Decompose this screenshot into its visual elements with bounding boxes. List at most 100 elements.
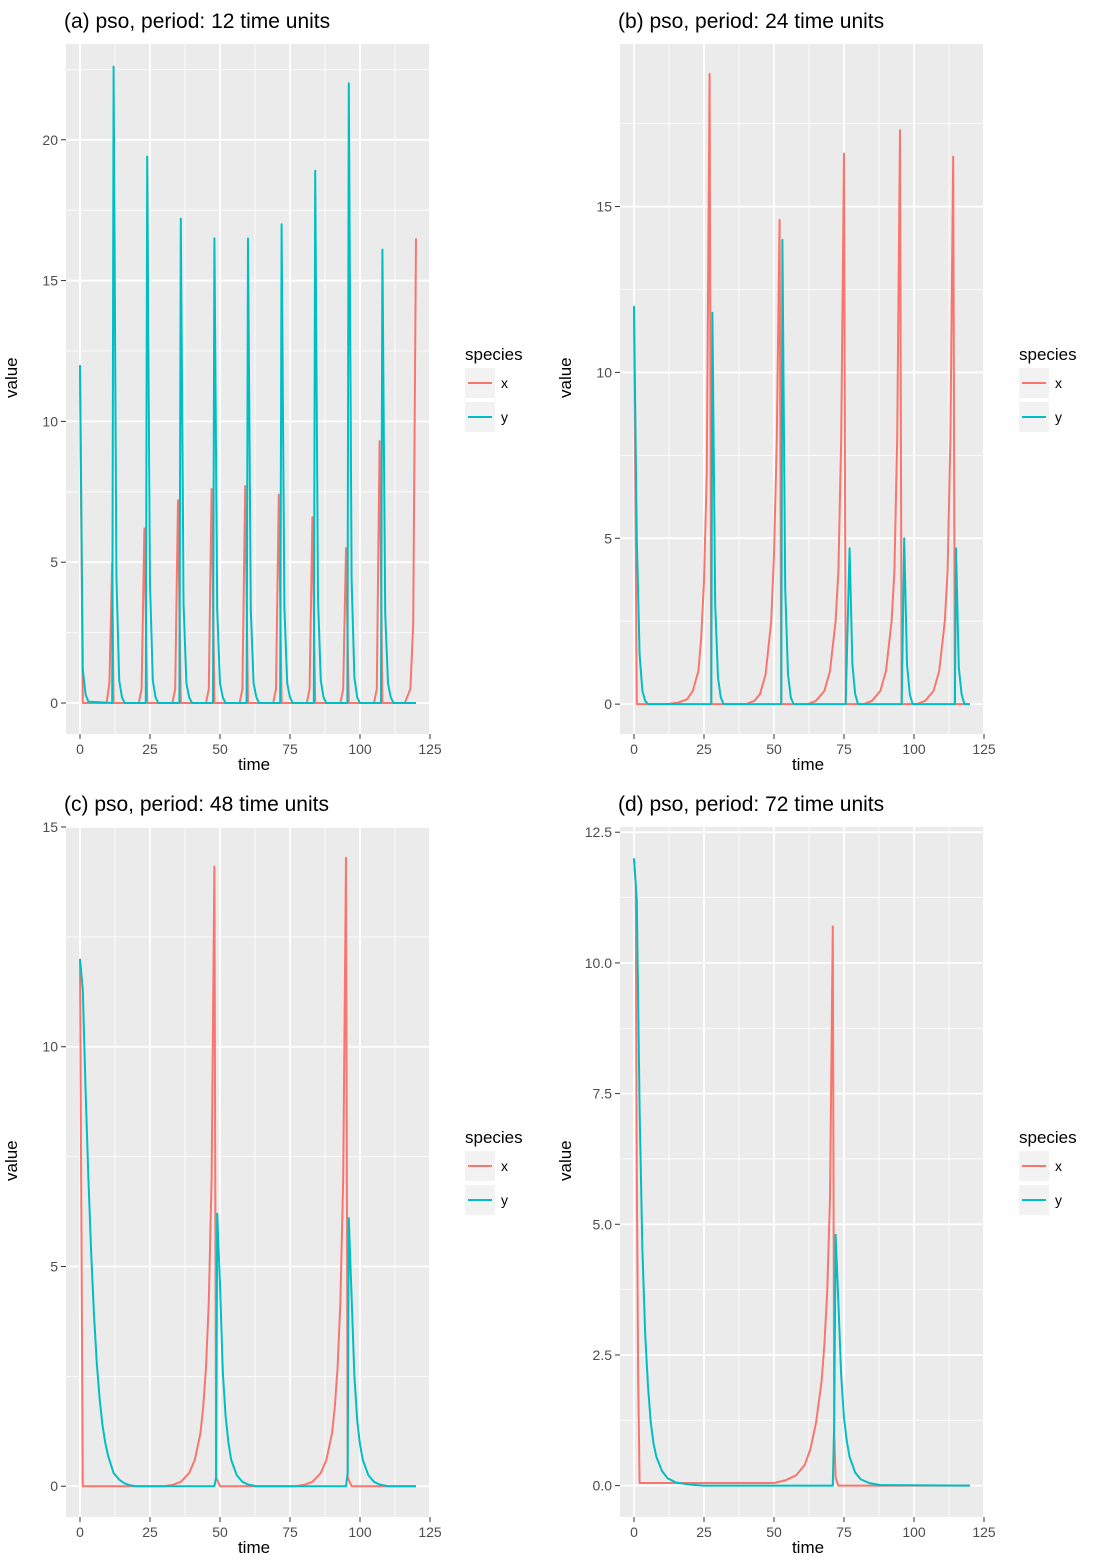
legend-label: y xyxy=(501,409,508,425)
y-tick-label: 5 xyxy=(50,1258,58,1274)
legend-title: species xyxy=(1019,345,1077,364)
plot-background xyxy=(620,827,984,1517)
y-tick-label: 5.0 xyxy=(593,1216,613,1232)
x-axis-label-text: time xyxy=(237,755,271,774)
y-tick-label: 15 xyxy=(42,819,58,835)
legend-line-swatch xyxy=(468,382,492,384)
x-tick-label: 50 xyxy=(212,1524,228,1540)
chart-plot: 0 25 50 75 100 125 0 5 10 15 xyxy=(42,819,442,1540)
legend-title: species xyxy=(465,1128,523,1147)
chart-title: (b) pso, period: 24 time units xyxy=(618,10,885,33)
y-tick-label: 0 xyxy=(50,695,58,711)
y-axis-label: value xyxy=(2,357,21,398)
legend-label: y xyxy=(501,1192,508,1208)
series-line-y xyxy=(633,238,970,706)
legend-label: y xyxy=(1055,409,1062,425)
legend-item-x: x xyxy=(1019,1151,1096,1181)
legend-key xyxy=(465,1151,495,1181)
legend-item-x: x xyxy=(465,368,545,398)
x-tick-label: 0 xyxy=(76,1524,84,1540)
y-tick-label: 15 xyxy=(596,199,612,215)
y-tick-label: 12.5 xyxy=(585,824,612,840)
x-tick-label: 0 xyxy=(76,741,84,757)
y-tick-label: 5 xyxy=(50,554,58,570)
legend-key xyxy=(465,1185,495,1215)
legend-item-x: x xyxy=(465,1151,545,1181)
y-axis-label: value xyxy=(556,357,575,398)
chart-title: (a) pso, period: 12 time units xyxy=(64,10,331,33)
chart-panel: 0 25 50 75 100 125 0 5 10 15 (c) pso, period: 48 t… xyxy=(0,783,548,1566)
chart-panel: 0 25 50 75 100 125 0 5 10 15 20 (a) pso, period: 12… xyxy=(0,0,548,783)
legend-item-y: y xyxy=(1019,1185,1096,1215)
y-tick-label: 10 xyxy=(596,364,612,380)
x-tick-label: 100 xyxy=(348,741,372,757)
legend-line-swatch xyxy=(1022,1199,1046,1201)
x-tick-label: 125 xyxy=(972,741,996,757)
legend-key xyxy=(465,368,495,398)
legend-key xyxy=(465,402,495,432)
legend-item-y: y xyxy=(465,402,545,432)
legend-item-y: y xyxy=(465,1185,545,1215)
legend-label: x xyxy=(1055,1158,1062,1174)
chart-panel: 0 25 50 75 100 125 0 5 10 15 (b) pso, period: 24 t… xyxy=(554,0,1096,783)
legend-key xyxy=(1019,1185,1049,1215)
legend-title: species xyxy=(1019,1128,1077,1147)
series-line-x xyxy=(79,856,416,1488)
legend-key xyxy=(1019,1151,1049,1181)
y-tick-label: 10.0 xyxy=(585,955,612,971)
legend-line-swatch xyxy=(1022,1165,1046,1167)
x-tick-label: 75 xyxy=(836,1524,852,1540)
legend-item-x: x xyxy=(1019,368,1096,398)
x-tick-label: 25 xyxy=(696,1524,712,1540)
y-tick-label: 15 xyxy=(42,273,58,289)
legend-key xyxy=(1019,402,1049,432)
x-tick-label: 75 xyxy=(282,1524,298,1540)
y-axis-label: value xyxy=(556,1140,575,1181)
legend-item-y: y xyxy=(1019,402,1096,432)
y-axis-label: value xyxy=(2,1140,21,1181)
y-tick-label: 0 xyxy=(604,696,612,712)
x-axis-label-text: time xyxy=(791,1538,825,1557)
series-line-y xyxy=(79,65,416,705)
legend: species x y xyxy=(1019,346,1096,432)
x-tick-label: 125 xyxy=(972,1524,996,1540)
x-tick-label: 125 xyxy=(418,741,442,757)
x-tick-label: 25 xyxy=(142,741,158,757)
legend-label: x xyxy=(501,1158,508,1174)
x-axis-label-text: time xyxy=(791,755,825,774)
legend: species x y xyxy=(465,346,545,432)
legend-line-swatch xyxy=(468,1199,492,1201)
x-tick-label: 75 xyxy=(282,741,298,757)
legend: species x y xyxy=(465,1129,545,1215)
series-line-y xyxy=(633,858,971,1487)
x-tick-label: 25 xyxy=(142,1524,158,1540)
chart-plot: 0 25 50 75 100 125 0 5 10 15 20 xyxy=(42,44,442,757)
legend-line-swatch xyxy=(1022,382,1046,384)
y-tick-label: 2.5 xyxy=(593,1347,613,1363)
y-tick-label: 0 xyxy=(50,1478,58,1494)
x-tick-label: 75 xyxy=(836,741,852,757)
x-axis-label-text: time xyxy=(237,1538,271,1557)
y-tick-label: 7.5 xyxy=(593,1086,613,1102)
legend-title: species xyxy=(465,345,523,364)
legend-label: x xyxy=(1055,375,1062,391)
chart-plot: 0 25 50 75 100 125 0 5 10 15 xyxy=(596,44,996,757)
x-tick-label: 25 xyxy=(696,741,712,757)
chart-plot: 0 25 50 75 100 125 0.0 2.5 5.0 7.5 10.0 12.5 xyxy=(585,824,996,1540)
x-tick-label: 125 xyxy=(418,1524,442,1540)
legend-label: y xyxy=(1055,1192,1062,1208)
legend-line-swatch xyxy=(468,1165,492,1167)
x-tick-label: 0 xyxy=(630,741,638,757)
chart-title: (c) pso, period: 48 time units xyxy=(64,793,329,816)
chart-panel: 0 25 50 75 100 125 0.0 2.5 5.0 7.5 10.0 12.5 (d) pso… xyxy=(554,783,1096,1566)
legend-line-swatch xyxy=(468,416,492,418)
x-tick-label: 100 xyxy=(902,741,926,757)
x-tick-label: 50 xyxy=(766,741,782,757)
y-tick-label: 0.0 xyxy=(593,1478,613,1494)
legend-line-swatch xyxy=(1022,416,1046,418)
y-tick-label: 5 xyxy=(604,530,612,546)
y-tick-label: 10 xyxy=(42,413,58,429)
x-tick-label: 0 xyxy=(630,1524,638,1540)
x-tick-label: 50 xyxy=(212,741,228,757)
